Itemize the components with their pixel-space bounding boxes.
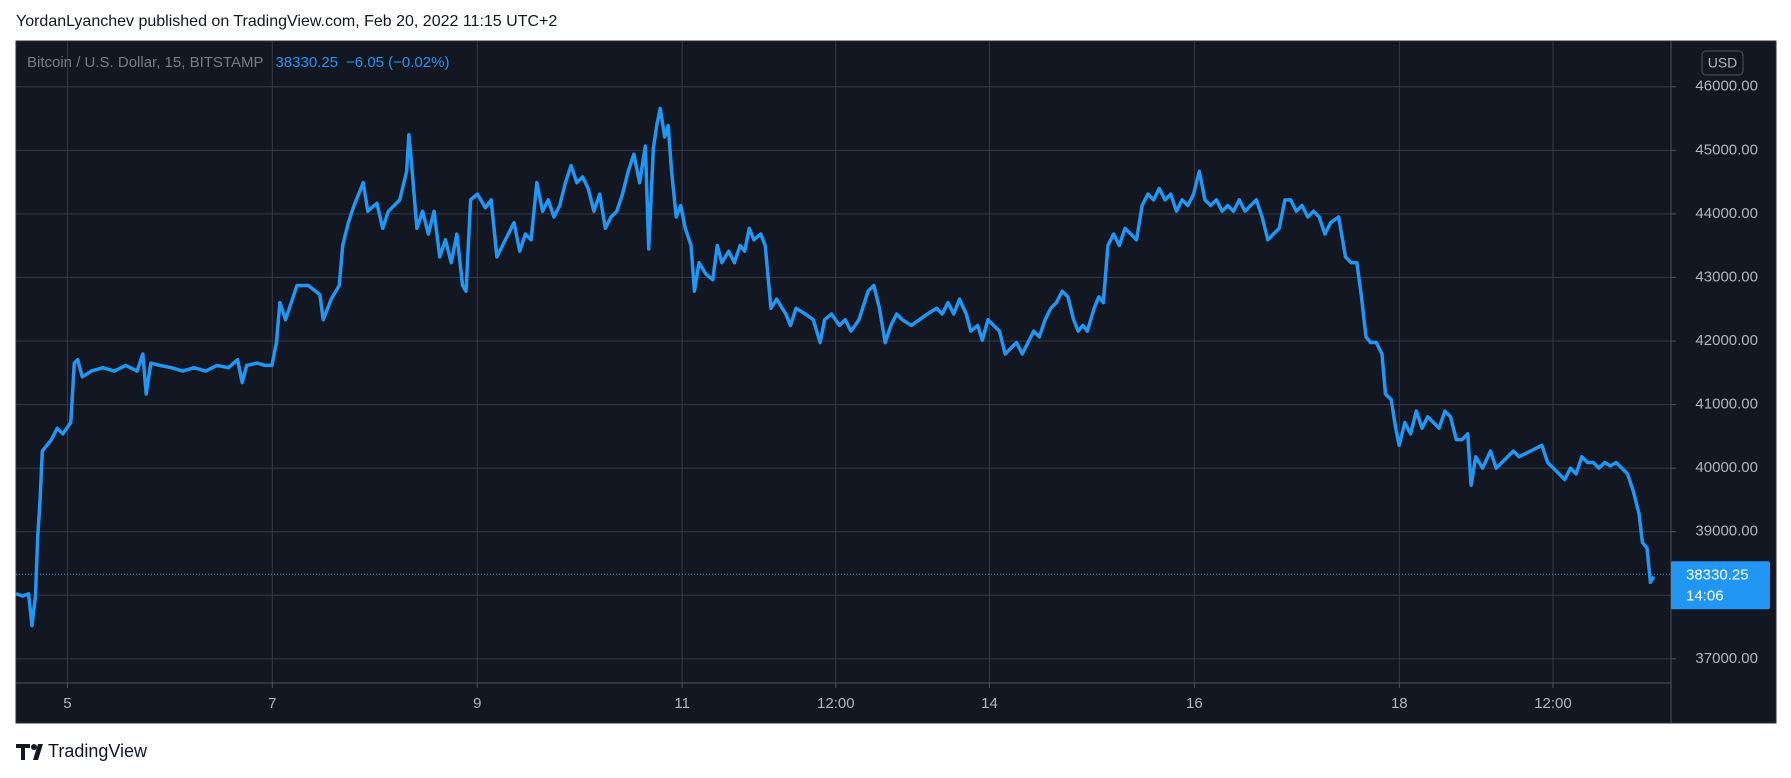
symbol: Bitcoin / U.S. Dollar, 15, BITSTAMP <box>27 54 263 71</box>
grid <box>16 41 1671 683</box>
x-tick-label: 18 <box>1391 695 1408 712</box>
y-tick-label: 44000.00 <box>1695 205 1758 222</box>
x-tick-label: 14 <box>981 695 998 712</box>
header-price: 38330.25 <box>275 54 338 71</box>
y-tick-label: 39000.00 <box>1695 523 1758 540</box>
y-tick-label: 40000.00 <box>1695 459 1758 476</box>
y-tick-label: 37000.00 <box>1695 650 1758 667</box>
x-tick-label: 5 <box>63 695 71 712</box>
y-tick-label: 42000.00 <box>1695 332 1758 349</box>
header-change: −6.05 (−0.02%) <box>346 54 449 71</box>
brand: TradingView <box>48 741 148 761</box>
x-tick-label: 12:00 <box>1534 695 1572 712</box>
logo-icon <box>31 744 37 750</box>
currency[interactable]: USD <box>1708 55 1738 71</box>
byline: YordanLyanchev published on TradingView.… <box>16 13 557 30</box>
y-tick-label: 43000.00 <box>1695 268 1758 285</box>
logo: TradingView <box>16 741 148 761</box>
y-tick-label: 46000.00 <box>1695 78 1758 95</box>
currency-box[interactable] <box>1701 50 1744 76</box>
y-tick-label: 41000.00 <box>1695 396 1758 413</box>
logo-icon <box>33 744 43 760</box>
y-tick-label: 45000.00 <box>1695 141 1758 158</box>
logo-icon <box>16 744 30 760</box>
x-tick-label: 16 <box>1186 695 1203 712</box>
plot <box>15 106 1671 628</box>
last-price-tag <box>1671 561 1770 610</box>
x-tick-label: 7 <box>268 695 276 712</box>
countdown: 14:06 <box>1686 587 1724 604</box>
last-price-label: 38330.25 <box>1686 566 1749 583</box>
price-line <box>15 106 1656 628</box>
chart-background <box>15 40 1777 724</box>
x-tick-label: 12:00 <box>817 695 855 712</box>
x-tick-label: 9 <box>473 695 481 712</box>
x-tick-label: 11 <box>674 695 690 712</box>
